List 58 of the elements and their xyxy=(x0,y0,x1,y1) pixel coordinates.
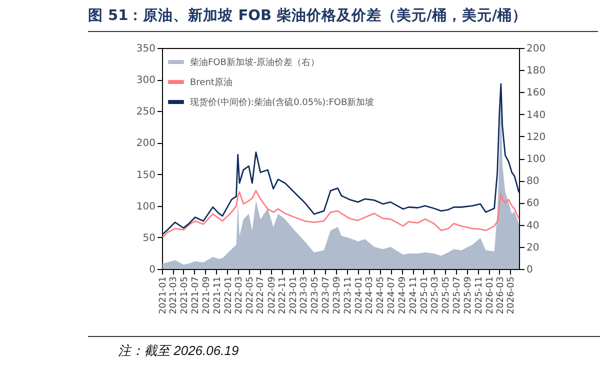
y2-tick-label: 200 xyxy=(526,44,546,54)
text: 注：截至 2026.06.19 xyxy=(88,336,600,360)
x-tick-label: 2023-09 xyxy=(332,276,343,314)
x-tick-label: 2024-07 xyxy=(387,276,398,314)
x-tick-label: 2023-01 xyxy=(289,276,300,314)
x-tick-label: 2022-01 xyxy=(224,276,234,314)
x-tick-label: 2022-07 xyxy=(256,276,266,314)
x-tick-label: 2025-03 xyxy=(430,276,440,314)
line-series xyxy=(162,190,520,238)
y-tick-label: 200 xyxy=(136,138,156,150)
x-tick-label: 2025-11 xyxy=(474,276,484,314)
x-tick-label: 2023-11 xyxy=(344,276,354,314)
y2-tick-label: 60 xyxy=(526,198,540,210)
x-tick-label: 2021-03 xyxy=(169,276,180,314)
y-tick-label: 150 xyxy=(136,170,156,181)
x-tick-label: 2025-07 xyxy=(452,276,462,314)
x-tick-label: 2023-07 xyxy=(322,276,332,314)
x-tick-label: 2025-01 xyxy=(420,276,430,314)
y-tick-label: 50 xyxy=(142,232,156,244)
x-tick-label: 2021-09 xyxy=(202,276,212,314)
y2-tick-label: 100 xyxy=(526,154,546,165)
x-tick-label: 2022-09 xyxy=(267,276,278,314)
x-tick-label: 2023-05 xyxy=(310,276,321,314)
y-tick-label: 0 xyxy=(149,264,156,276)
x-tick-label: 2021-07 xyxy=(190,276,201,314)
x-tick-label: 2024-05 xyxy=(376,276,386,314)
x-tick-label: 2026-05 xyxy=(506,276,517,314)
y-tick-label: 100 xyxy=(136,201,156,212)
x-tick-label: 2025-05 xyxy=(441,276,452,314)
y-tick-label: 300 xyxy=(136,75,156,86)
legend-label: Brent原油 xyxy=(190,77,232,88)
y2-tick-label: 160 xyxy=(526,88,546,99)
x-tick-label: 2024-01 xyxy=(354,276,364,314)
y2-tick-label: 180 xyxy=(526,66,546,77)
x-tick-label: 2026-03 xyxy=(496,276,506,314)
x-tick-label: 2024-11 xyxy=(409,276,420,314)
y2-tick-label: 20 xyxy=(526,242,540,254)
x-tick-label: 2021-11 xyxy=(212,276,223,314)
y-tick-label: 350 xyxy=(136,44,156,54)
y2-tick-label: 140 xyxy=(526,110,546,121)
legend-label: 现货价(中间价):柴油(含硫0.05%):FOB新加坡 xyxy=(190,97,374,108)
y2-tick-label: 120 xyxy=(526,132,546,143)
x-tick-label: 2021-05 xyxy=(180,276,190,314)
x-tick-label: 2026-01 xyxy=(485,276,496,314)
x-tick-label: 2024-09 xyxy=(398,276,408,314)
x-tick-label: 2021-01 xyxy=(158,276,168,314)
chart-title: 图 51：原油、新加坡 FOB 柴油价格及价差（美元/桶，美元/桶） xyxy=(88,6,598,32)
x-tick-label: 2022-05 xyxy=(245,276,256,314)
legend-label: 柴油FOB新加坡-原油价差（右） xyxy=(190,57,320,68)
x-tick-label: 2022-03 xyxy=(234,276,244,314)
x-tick-label: 2025-09 xyxy=(463,276,474,314)
y2-tick-label: 0 xyxy=(526,264,533,276)
y2-tick-label: 80 xyxy=(526,176,540,188)
x-tick-label: 2024-03 xyxy=(365,276,376,314)
y-tick-label: 250 xyxy=(136,106,156,118)
x-tick-label: 2023-03 xyxy=(300,276,310,314)
y2-tick-label: 40 xyxy=(526,220,540,232)
x-tick-label: 2022-11 xyxy=(278,276,288,314)
